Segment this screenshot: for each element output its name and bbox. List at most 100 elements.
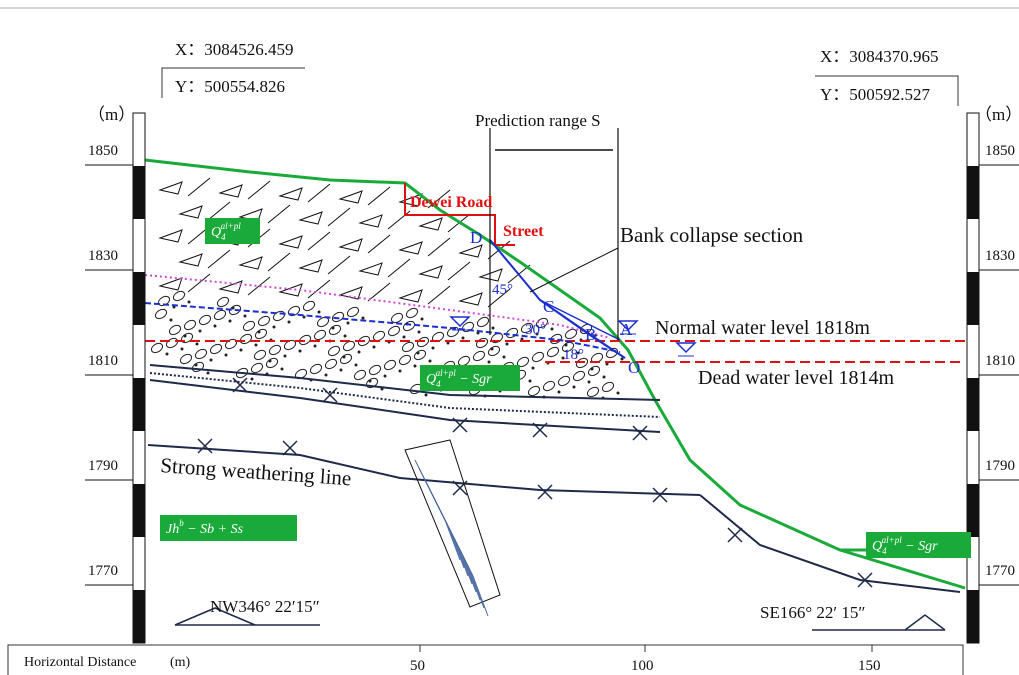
fill-triangle	[300, 212, 322, 224]
hatch	[248, 181, 270, 199]
sand-dot	[591, 368, 594, 371]
angle-label: 18°	[563, 347, 584, 363]
street-label: Street	[503, 223, 544, 240]
line	[8, 645, 963, 675]
sand-dot	[240, 349, 243, 352]
sand-dot	[551, 328, 554, 331]
hatch	[368, 235, 390, 253]
elevation-label: 1850	[88, 143, 118, 159]
elevation-label: 1790	[88, 458, 118, 474]
point-label: D	[470, 228, 482, 247]
fill-triangle	[280, 236, 302, 248]
bearing-left: NW346° 22′15″	[210, 597, 320, 616]
hatch	[268, 253, 290, 271]
sand-dot	[181, 348, 184, 351]
sand-dot	[488, 361, 491, 364]
distance-label: 100	[631, 658, 654, 674]
sand-dot	[281, 368, 284, 371]
hatch	[268, 205, 290, 223]
sand-dot	[373, 346, 376, 349]
fill-triangle	[340, 191, 362, 203]
sand-dot	[403, 336, 406, 339]
elevation-label: 1850	[985, 143, 1015, 159]
geology-label: Q4al+pl − Sgr	[872, 535, 938, 556]
sand-dot	[232, 307, 235, 310]
fill-triangle	[360, 215, 382, 227]
geology-main: Q	[426, 372, 436, 387]
elevation-block	[967, 272, 979, 325]
elevation-label: 1810	[88, 353, 118, 369]
coord-x-right: X：3084370.965	[820, 47, 939, 66]
hatch	[368, 283, 390, 301]
sand-dot	[506, 343, 509, 346]
sand-dot	[258, 331, 261, 334]
fill-triangle	[400, 242, 422, 254]
prediction-range: Prediction range S	[475, 111, 601, 130]
fill-triangle	[300, 260, 322, 272]
cross-mark	[283, 441, 297, 455]
diagram: X：3084526.459 Y：500554.826 X：3084370.965…	[0, 0, 1019, 675]
coord-y-left: Y：500554.826	[175, 77, 285, 96]
sand-dot	[288, 321, 291, 324]
elevation-label: 1830	[985, 248, 1015, 264]
hatch	[188, 178, 210, 196]
geology-superscript: al+pl	[221, 221, 242, 231]
sand-dot	[244, 315, 247, 318]
fill-triangle	[180, 254, 202, 266]
sand-dot	[362, 317, 365, 320]
fill-triangle	[400, 290, 422, 302]
coord-x-left: X：3084526.459	[175, 40, 294, 59]
sand-dot	[421, 318, 424, 321]
sand-dot	[588, 381, 591, 384]
fill-triangle	[160, 182, 182, 194]
sand-dot	[414, 365, 417, 368]
sand-dot	[269, 360, 272, 363]
sand-dot	[532, 367, 535, 370]
geology-suffix: − Sb + Ss	[184, 522, 244, 537]
sand-dot	[344, 335, 347, 338]
elevation-block	[967, 484, 979, 537]
cross-mark	[728, 528, 742, 542]
elevation-label: 1830	[88, 248, 118, 264]
sand-dot	[195, 364, 198, 367]
sand-dot	[273, 326, 276, 329]
sand-dot	[462, 337, 465, 340]
elevation-label: 1770	[985, 563, 1015, 579]
fill-triangle	[340, 239, 362, 251]
angle-label: 45°	[492, 282, 513, 298]
dead-water-label: Dead water level 1814m	[698, 367, 894, 389]
geology-subscript: 4	[436, 379, 441, 389]
distance-label: 150	[858, 658, 881, 674]
cross-mark	[538, 485, 552, 499]
sand-dot	[314, 345, 317, 348]
sand-dot	[188, 301, 191, 304]
decoration	[8, 113, 1019, 675]
geology-suffix: − Sgr	[456, 372, 492, 387]
hatch	[208, 202, 230, 220]
sand-dot	[425, 394, 428, 397]
sand-dot	[399, 370, 402, 373]
hatch	[308, 232, 330, 250]
geology-main: Q	[872, 539, 882, 554]
sand-dot	[251, 378, 254, 381]
fill-triangle	[460, 293, 482, 305]
point-label: A	[620, 320, 633, 339]
sand-dot	[355, 364, 358, 367]
sand-dot	[384, 375, 387, 378]
hatch	[328, 256, 350, 274]
sand-dot	[210, 359, 213, 362]
sand-dot	[229, 320, 232, 323]
sand-dot	[429, 360, 432, 363]
elevation-block	[133, 272, 145, 325]
sand-dot	[503, 356, 506, 359]
cross-mark	[653, 488, 667, 502]
fill-triangle	[360, 263, 382, 275]
line	[405, 183, 515, 245]
fill-triangle	[480, 269, 502, 281]
distance-unit: (m)	[170, 655, 191, 670]
elevation-block	[133, 378, 145, 431]
cross-mark	[198, 439, 212, 453]
cross-mark	[633, 426, 647, 440]
fill-triangle	[280, 188, 302, 200]
hatch	[388, 259, 410, 277]
